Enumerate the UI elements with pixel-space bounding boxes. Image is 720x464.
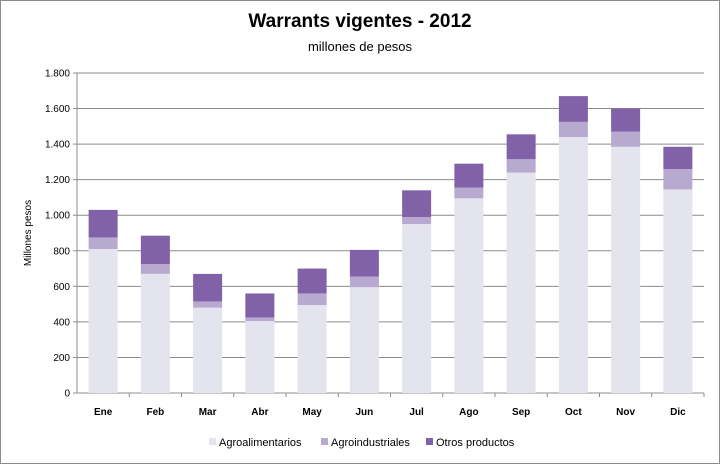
bar-nov-agroalimentarios — [611, 146, 641, 393]
bar-abr-agroindustriales — [245, 317, 275, 321]
bar-ene-otros-productos — [88, 209, 118, 238]
chart-subtitle: millones de pesos — [307, 39, 413, 54]
legend-swatch — [321, 438, 328, 445]
legend-label: Agroindustriales — [331, 437, 410, 449]
bar-nov-otros-productos — [611, 108, 641, 132]
legend-label: Otros productos — [436, 437, 515, 449]
y-tick-label: 1.400 — [45, 140, 70, 151]
legend-label: Agroalimentarios — [219, 437, 302, 449]
y-axis-label: Millones pesos — [23, 200, 34, 266]
bar-dic-agroalimentarios — [663, 189, 693, 393]
bar-feb-agroalimentarios — [140, 273, 170, 393]
bar-mar-otros-productos — [193, 273, 223, 302]
bar-oct-otros-productos — [558, 96, 588, 122]
y-tick-label: 1.200 — [45, 175, 70, 186]
bar-ago-agroindustriales — [454, 187, 484, 199]
x-tick-label: Nov — [616, 407, 635, 418]
x-tick-label: Ene — [94, 407, 113, 418]
x-tick-label: May — [302, 407, 322, 418]
x-tick-label: Jul — [409, 407, 424, 418]
bar-oct-agroalimentarios — [558, 137, 588, 393]
bar-may-agroalimentarios — [297, 305, 327, 393]
y-tick-label: 400 — [53, 317, 70, 328]
bar-mar-agroalimentarios — [193, 307, 223, 393]
x-tick-label: Abr — [251, 407, 268, 418]
y-tick-label: 0 — [64, 389, 70, 400]
bar-jul-agroindustriales — [402, 217, 432, 225]
bar-sep-otros-productos — [506, 134, 536, 160]
bar-jul-otros-productos — [402, 190, 432, 217]
bar-feb-agroindustriales — [140, 264, 170, 274]
bar-sep-agroalimentarios — [506, 172, 536, 393]
bar-abr-otros-productos — [245, 293, 275, 318]
y-tick-label: 800 — [53, 246, 70, 257]
bar-jul-agroalimentarios — [402, 224, 432, 393]
legend-swatch — [426, 438, 433, 445]
y-tick-label: 1.000 — [45, 211, 70, 222]
x-tick-label: Jun — [355, 407, 373, 418]
bar-jun-agroalimentarios — [349, 287, 379, 393]
bar-jun-agroindustriales — [349, 276, 379, 288]
x-tick-label: Dic — [670, 407, 686, 418]
y-tick-label: 200 — [53, 353, 70, 364]
bar-ago-agroalimentarios — [454, 198, 484, 393]
bar-dic-agroindustriales — [663, 169, 693, 190]
bar-nov-agroindustriales — [611, 131, 641, 147]
bar-oct-agroindustriales — [558, 121, 588, 137]
x-tick-label: Mar — [199, 407, 217, 418]
bar-sep-agroindustriales — [506, 159, 536, 173]
chart-title: Warrants vigentes - 2012 — [248, 11, 472, 32]
y-tick-label: 1.600 — [45, 104, 70, 115]
bar-may-agroindustriales — [297, 293, 327, 305]
bar-dic-otros-productos — [663, 146, 693, 169]
x-tick-label: Feb — [146, 407, 164, 418]
x-tick-label: Ago — [459, 407, 478, 418]
x-tick-label: Oct — [565, 407, 582, 418]
legend-swatch — [209, 438, 216, 445]
bar-may-otros-productos — [297, 268, 327, 294]
bar-ene-agroindustriales — [88, 237, 118, 249]
bar-abr-agroalimentarios — [245, 321, 275, 393]
y-tick-label: 600 — [53, 282, 70, 293]
bar-ene-agroalimentarios — [88, 249, 118, 393]
bar-mar-agroindustriales — [193, 301, 223, 308]
bar-ago-otros-productos — [454, 163, 484, 188]
x-tick-label: Sep — [512, 407, 530, 418]
bar-jun-otros-productos — [349, 249, 379, 277]
y-tick-label: 1.800 — [45, 69, 70, 80]
bar-feb-otros-productos — [140, 235, 170, 265]
